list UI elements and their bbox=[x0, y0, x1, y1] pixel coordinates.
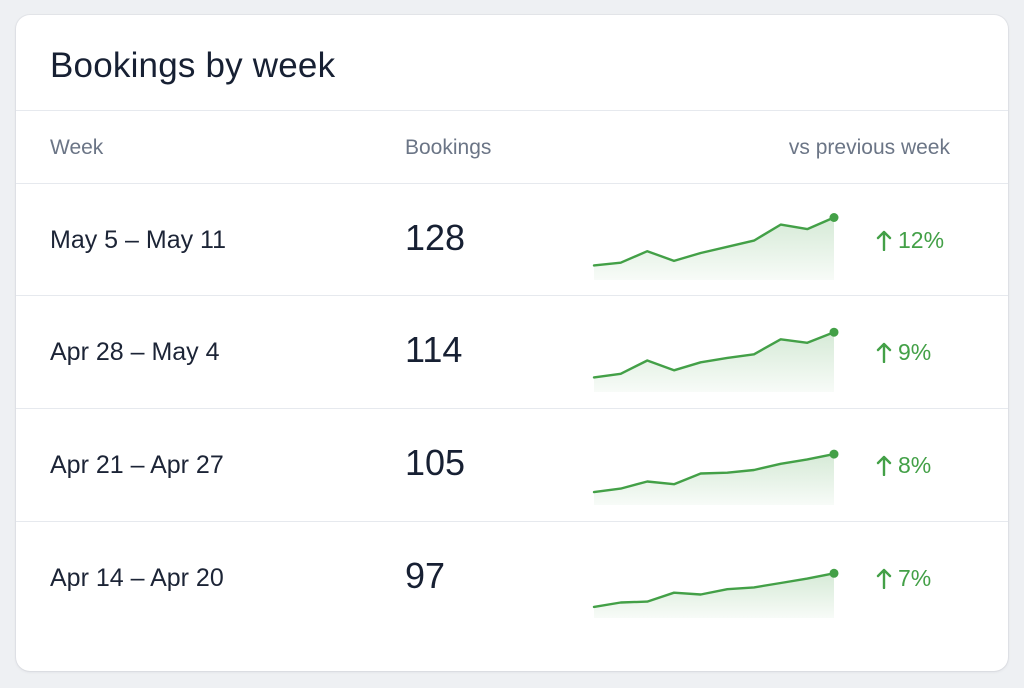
sparkline-end-point bbox=[829, 327, 839, 337]
divider bbox=[16, 295, 1008, 296]
sparkline-chart bbox=[592, 213, 839, 280]
divider bbox=[16, 183, 1008, 184]
sparkline-end-point bbox=[829, 568, 839, 578]
bookings-value: 114 bbox=[405, 329, 463, 370]
sparkline-line bbox=[592, 572, 836, 609]
bookings-card: Bookings by week Week Bookings vs previo… bbox=[16, 15, 1008, 671]
week-label: Apr 21 – Apr 27 bbox=[50, 451, 224, 479]
divider bbox=[16, 408, 1008, 409]
sparkline-end-point bbox=[829, 449, 839, 459]
sparkline-line bbox=[592, 331, 836, 379]
change-indicator: 12% bbox=[876, 224, 944, 259]
bookings-value: 97 bbox=[405, 555, 446, 596]
arrow-up-icon bbox=[876, 452, 892, 484]
week-label: May 5 – May 11 bbox=[50, 226, 227, 254]
table-header: Week Bookings vs previous week bbox=[16, 111, 1008, 183]
column-header-week: Week bbox=[50, 136, 104, 159]
table-row: Apr 28 – May 4 114 9% bbox=[16, 296, 1008, 408]
card-title: Bookings by week bbox=[50, 46, 336, 85]
sparkline-end-point bbox=[829, 213, 839, 222]
week-label: Apr 28 – May 4 bbox=[50, 338, 220, 366]
column-header-vs-previous-week: vs previous week bbox=[788, 136, 950, 159]
sparkline-chart bbox=[592, 327, 839, 392]
arrow-up-icon bbox=[876, 565, 892, 597]
change-percent: 9% bbox=[898, 339, 932, 365]
change-indicator: 7% bbox=[876, 562, 931, 597]
change-indicator: 9% bbox=[876, 336, 931, 371]
change-percent: 12% bbox=[898, 227, 945, 253]
table-row: May 5 – May 11 128 12% bbox=[16, 184, 1008, 296]
table-row: Apr 14 – Apr 20 97 7% bbox=[16, 522, 1008, 634]
bookings-value: 128 bbox=[405, 217, 466, 258]
sparkline-line bbox=[592, 452, 836, 494]
sparkline-area bbox=[594, 332, 834, 392]
arrow-up-icon bbox=[876, 227, 892, 259]
sparkline-line bbox=[592, 216, 836, 267]
week-label: Apr 14 – Apr 20 bbox=[50, 564, 224, 592]
column-header-bookings: Bookings bbox=[405, 136, 492, 159]
change-percent: 7% bbox=[898, 565, 932, 591]
bookings-value: 105 bbox=[405, 442, 466, 483]
sparkline-area bbox=[594, 454, 834, 505]
change-percent: 8% bbox=[898, 452, 932, 478]
divider bbox=[16, 521, 1008, 522]
sparkline-area bbox=[594, 217, 834, 280]
arrow-up-icon bbox=[876, 339, 892, 371]
divider bbox=[16, 110, 1008, 111]
table-row: Apr 21 – Apr 27 105 8% bbox=[16, 409, 1008, 521]
change-indicator: 8% bbox=[876, 449, 931, 484]
sparkline-chart bbox=[592, 449, 839, 505]
sparkline-chart bbox=[592, 568, 839, 618]
